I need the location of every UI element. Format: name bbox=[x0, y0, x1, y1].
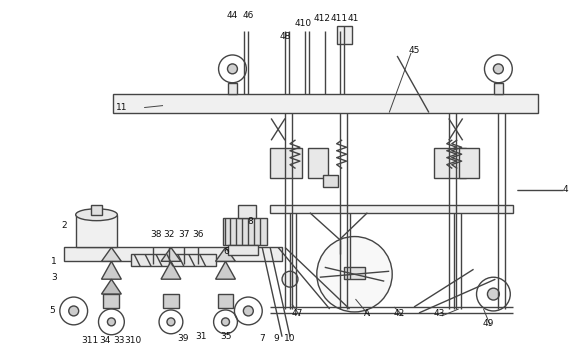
Bar bbox=[76, 215, 118, 247]
Text: 45: 45 bbox=[409, 47, 420, 56]
Ellipse shape bbox=[180, 255, 188, 260]
Text: 34: 34 bbox=[100, 336, 111, 345]
Ellipse shape bbox=[165, 255, 173, 260]
Text: 32: 32 bbox=[164, 230, 175, 239]
Text: 48: 48 bbox=[279, 32, 291, 41]
Bar bbox=[113, 94, 538, 112]
Polygon shape bbox=[215, 261, 236, 279]
Text: 33: 33 bbox=[113, 336, 125, 345]
Text: 1: 1 bbox=[51, 257, 56, 266]
Bar bbox=[104, 294, 119, 308]
Text: 6: 6 bbox=[223, 247, 229, 256]
Text: 35: 35 bbox=[221, 332, 232, 341]
Text: 412: 412 bbox=[313, 14, 330, 23]
Text: 36: 36 bbox=[192, 230, 204, 239]
Text: 4: 4 bbox=[563, 185, 569, 194]
Ellipse shape bbox=[149, 255, 157, 260]
Text: 7: 7 bbox=[260, 334, 265, 343]
Text: 411: 411 bbox=[330, 14, 347, 23]
Circle shape bbox=[243, 306, 253, 316]
Bar bbox=[434, 148, 466, 178]
Bar bbox=[239, 205, 256, 218]
Bar bbox=[459, 148, 478, 178]
Text: A: A bbox=[364, 309, 371, 318]
Text: 43: 43 bbox=[433, 309, 445, 318]
Polygon shape bbox=[215, 247, 236, 261]
Bar bbox=[336, 26, 352, 44]
Bar bbox=[64, 247, 282, 261]
Circle shape bbox=[69, 306, 79, 316]
Bar bbox=[229, 83, 237, 94]
Polygon shape bbox=[161, 247, 181, 261]
Bar bbox=[323, 175, 338, 187]
Circle shape bbox=[488, 288, 499, 300]
Ellipse shape bbox=[194, 255, 202, 260]
Polygon shape bbox=[101, 279, 121, 294]
Circle shape bbox=[167, 318, 175, 326]
Bar bbox=[229, 246, 258, 255]
Text: 31: 31 bbox=[195, 332, 207, 341]
Bar bbox=[222, 218, 267, 246]
Bar bbox=[343, 267, 365, 279]
Text: 47: 47 bbox=[291, 309, 303, 318]
Text: 9: 9 bbox=[273, 334, 279, 343]
Text: 44: 44 bbox=[227, 11, 238, 20]
Text: 37: 37 bbox=[178, 230, 190, 239]
Text: 3: 3 bbox=[51, 273, 56, 282]
Text: 8: 8 bbox=[247, 217, 253, 226]
Text: 38: 38 bbox=[150, 230, 162, 239]
Text: 5: 5 bbox=[49, 307, 55, 315]
Circle shape bbox=[222, 318, 229, 326]
Bar bbox=[218, 294, 233, 308]
Text: 49: 49 bbox=[482, 319, 494, 328]
Text: 42: 42 bbox=[393, 309, 404, 318]
Circle shape bbox=[108, 318, 115, 326]
Text: 39: 39 bbox=[177, 334, 189, 343]
Text: 46: 46 bbox=[243, 11, 254, 20]
Text: 2: 2 bbox=[61, 221, 66, 230]
Polygon shape bbox=[101, 261, 121, 279]
Text: 10: 10 bbox=[284, 334, 296, 343]
Circle shape bbox=[494, 64, 503, 74]
Bar bbox=[132, 255, 215, 266]
Text: 11: 11 bbox=[116, 103, 128, 112]
Bar bbox=[308, 148, 328, 178]
Bar bbox=[91, 205, 102, 215]
Text: 310: 310 bbox=[125, 336, 142, 345]
Text: 311: 311 bbox=[81, 336, 98, 345]
Text: 410: 410 bbox=[294, 19, 311, 28]
Polygon shape bbox=[161, 261, 181, 279]
Bar bbox=[494, 83, 503, 94]
Circle shape bbox=[317, 236, 392, 312]
Circle shape bbox=[228, 64, 237, 74]
Bar bbox=[270, 205, 513, 213]
Ellipse shape bbox=[76, 209, 118, 221]
Bar bbox=[163, 294, 179, 308]
Polygon shape bbox=[101, 247, 121, 261]
Text: 41: 41 bbox=[348, 14, 359, 23]
Circle shape bbox=[282, 271, 298, 287]
Bar bbox=[270, 148, 302, 178]
